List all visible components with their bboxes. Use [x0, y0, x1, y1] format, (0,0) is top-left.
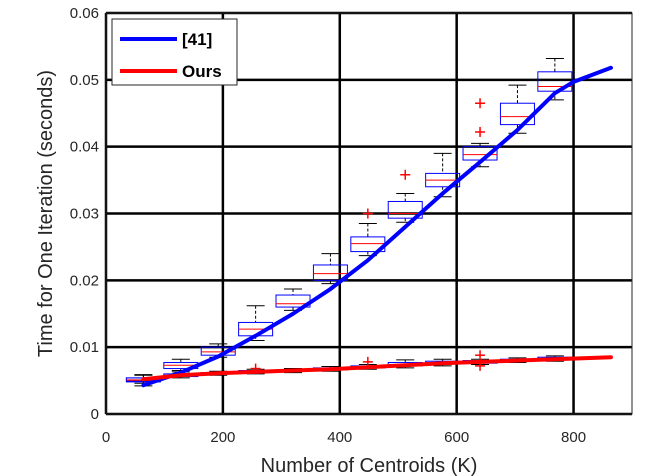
y-tick-label: 0.03	[70, 206, 99, 223]
outlier-marker	[362, 356, 373, 367]
outlier-marker	[362, 208, 373, 219]
outlier-marker	[400, 169, 411, 180]
boxplot	[387, 169, 423, 223]
legend-label: Ours	[182, 62, 222, 81]
y-tick-label: 0.02	[70, 272, 99, 289]
axes-frame	[105, 12, 633, 415]
series-line	[141, 355, 613, 382]
grid-lines	[104, 11, 632, 416]
x-tick-label: 600	[444, 429, 469, 446]
boxplot	[312, 253, 348, 285]
outlier-marker	[475, 98, 486, 109]
y-axis-label: Time for One Iteration (seconds)	[35, 70, 57, 357]
series-line	[141, 65, 613, 388]
boxplot	[350, 208, 386, 257]
y-tick-label: 0.06	[70, 5, 99, 22]
box	[312, 264, 348, 281]
y-tick-label: 0.01	[70, 339, 99, 356]
y-tick-label: 0.04	[70, 139, 99, 156]
y-tick-label: 0	[91, 406, 99, 423]
outlier-marker	[475, 350, 486, 361]
legend: [41] Ours	[111, 18, 238, 86]
x-tick-label: 200	[210, 429, 235, 446]
series-lines	[141, 65, 613, 388]
legend-box	[111, 18, 238, 86]
outlier-marker	[475, 126, 486, 137]
y-tick-label: 0.05	[70, 72, 99, 89]
x-tick-label: 400	[327, 429, 352, 446]
x-axis-label: Number of Centroids (K)	[261, 455, 478, 476]
x-tick-label: 800	[561, 429, 586, 446]
x-tick-label: 0	[102, 429, 110, 446]
boxplot	[425, 152, 461, 198]
tick-labels: 0 200 400 600 800 0 0.01 0.02 0.03 0.04 0.05 0.06	[70, 5, 586, 446]
legend-label: [41]	[182, 30, 212, 49]
